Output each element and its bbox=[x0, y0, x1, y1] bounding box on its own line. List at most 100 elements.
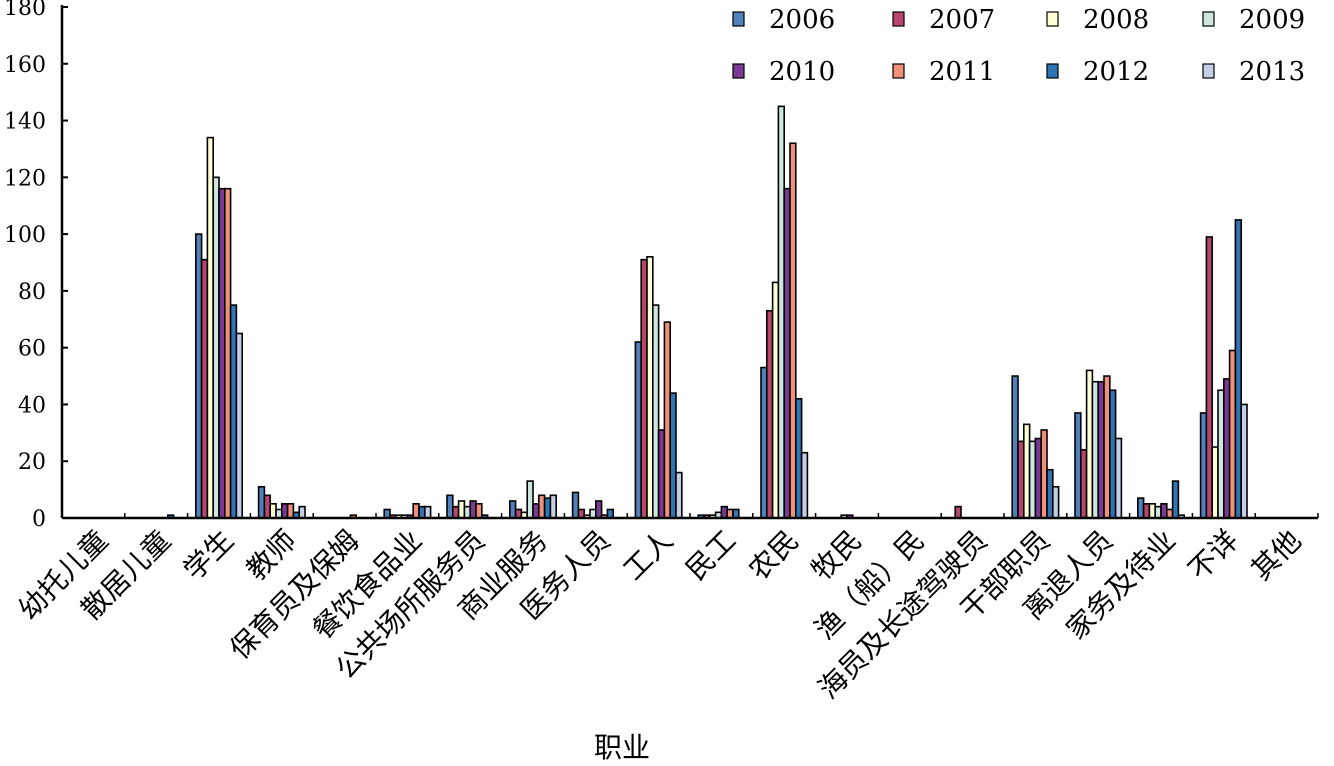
y-tick-label: 0 bbox=[32, 507, 46, 532]
bar-2008-17 bbox=[1148, 503, 1157, 519]
bar-2010-15 bbox=[1034, 437, 1043, 519]
bar-2011-11 bbox=[789, 142, 797, 519]
bar-2006-5 bbox=[383, 508, 391, 519]
bar-2006-8 bbox=[571, 491, 580, 519]
y-tick-label: 180 bbox=[4, 0, 46, 21]
bar-2007-2 bbox=[200, 258, 209, 519]
category-label: 学生 bbox=[177, 524, 240, 587]
y-tick-label: 60 bbox=[18, 337, 46, 362]
bar-2009-11 bbox=[777, 105, 786, 519]
bar-2011-6 bbox=[475, 503, 483, 519]
bar-2007-14 bbox=[954, 505, 962, 519]
legend-label-2012: 2012 bbox=[1083, 57, 1149, 87]
legend-label-2010: 2010 bbox=[769, 57, 835, 87]
y-tick-label: 100 bbox=[4, 223, 46, 248]
category-label: 其他 bbox=[1245, 524, 1308, 587]
bar-2013-18 bbox=[1240, 403, 1248, 519]
category-label: 工人 bbox=[617, 524, 680, 587]
bar-2006-7 bbox=[508, 500, 517, 519]
bar-2007-17 bbox=[1142, 503, 1151, 519]
bar-2011-18 bbox=[1228, 349, 1237, 519]
bar-2009-17 bbox=[1154, 505, 1162, 519]
bar-2010-16 bbox=[1097, 380, 1105, 519]
bar-2009-16 bbox=[1091, 380, 1100, 519]
bar-2010-8 bbox=[594, 500, 603, 519]
bar-2013-11 bbox=[800, 451, 809, 519]
bar-2013-15 bbox=[1052, 485, 1060, 519]
bar-2011-15 bbox=[1040, 429, 1048, 519]
bar-2009-9 bbox=[651, 304, 660, 519]
legend-swatch-2012 bbox=[1046, 63, 1059, 79]
bar-2006-9 bbox=[634, 341, 643, 519]
category-label: 民工 bbox=[679, 524, 742, 587]
y-tick-label: 80 bbox=[18, 280, 46, 305]
y-tick-label: 20 bbox=[18, 450, 46, 475]
bar-2007-15 bbox=[1017, 440, 1025, 519]
bar-2008-16 bbox=[1085, 369, 1094, 519]
bar-2007-9 bbox=[640, 258, 648, 519]
y-tick-labels: 0 20 40 60 80 100 120 140 160 180 bbox=[4, 0, 46, 532]
bar-2006-15 bbox=[1011, 375, 1019, 519]
bar-2007-8 bbox=[577, 508, 586, 519]
bar-2010-6 bbox=[469, 500, 477, 519]
bar-2012-17 bbox=[1171, 480, 1180, 519]
bar-2009-8 bbox=[589, 508, 597, 519]
bar-2007-6 bbox=[451, 505, 460, 519]
bar-2011-10 bbox=[726, 508, 734, 519]
bar-2012-10 bbox=[732, 508, 740, 519]
bar-2006-11 bbox=[760, 366, 768, 519]
bar-2013-2 bbox=[235, 332, 243, 519]
legend-label-2008: 2008 bbox=[1083, 5, 1149, 35]
x-axis-title: 职业 bbox=[594, 731, 650, 764]
bar-2010-9 bbox=[657, 429, 666, 519]
bar-2013-3 bbox=[298, 505, 306, 519]
bar-2010-7 bbox=[532, 503, 540, 519]
bar-2009-18 bbox=[1217, 389, 1225, 519]
bar-2012-5 bbox=[418, 505, 426, 519]
bar-2006-3 bbox=[257, 485, 266, 519]
bar-2009-15 bbox=[1028, 440, 1037, 519]
bar-2012-15 bbox=[1046, 468, 1054, 519]
bar-2009-3 bbox=[275, 508, 283, 519]
bar-2011-2 bbox=[224, 187, 232, 519]
bar-2007-7 bbox=[514, 508, 523, 519]
legend-label-2013: 2013 bbox=[1239, 57, 1305, 87]
bar-2007-11 bbox=[765, 309, 774, 519]
bar-2010-17 bbox=[1160, 503, 1168, 519]
bar-2008-18 bbox=[1211, 446, 1219, 519]
legend-swatch-2013 bbox=[1202, 63, 1215, 79]
bar-2013-9 bbox=[675, 471, 683, 519]
bar-2006-6 bbox=[446, 494, 454, 519]
bar-2009-2 bbox=[212, 176, 220, 519]
bar-2011-16 bbox=[1103, 375, 1111, 519]
bar-2008-3 bbox=[269, 503, 277, 519]
bar-2011-5 bbox=[412, 503, 420, 519]
bar-2008-11 bbox=[771, 281, 780, 519]
bar-2008-15 bbox=[1022, 423, 1031, 519]
y-tick-label: 40 bbox=[18, 393, 46, 418]
bar-2010-18 bbox=[1223, 378, 1231, 519]
bar-2006-18 bbox=[1199, 412, 1208, 519]
bar-2008-2 bbox=[206, 136, 214, 519]
axes-group bbox=[60, 5, 1319, 520]
bar-2012-11 bbox=[794, 397, 803, 519]
bar-2011-3 bbox=[286, 503, 295, 519]
bar-2007-3 bbox=[263, 494, 271, 519]
y-tick-label: 160 bbox=[4, 53, 46, 78]
bar-2013-5 bbox=[423, 505, 432, 519]
category-label: 不详 bbox=[1182, 524, 1245, 587]
legend-label-2009: 2009 bbox=[1239, 5, 1305, 35]
legend-swatch-2006 bbox=[732, 11, 745, 27]
legend-swatch-2009 bbox=[1202, 11, 1215, 27]
bar-2012-9 bbox=[669, 392, 677, 519]
legend-swatch-2008 bbox=[1046, 11, 1059, 27]
bar-2006-16 bbox=[1074, 412, 1082, 519]
bar-2009-6 bbox=[463, 505, 471, 519]
category-label: 农民 bbox=[742, 524, 805, 587]
bar-2012-18 bbox=[1234, 219, 1243, 519]
legend-swatch-2011 bbox=[892, 63, 905, 79]
legend-label-2006: 2006 bbox=[769, 5, 835, 35]
bar-2010-11 bbox=[783, 187, 791, 519]
